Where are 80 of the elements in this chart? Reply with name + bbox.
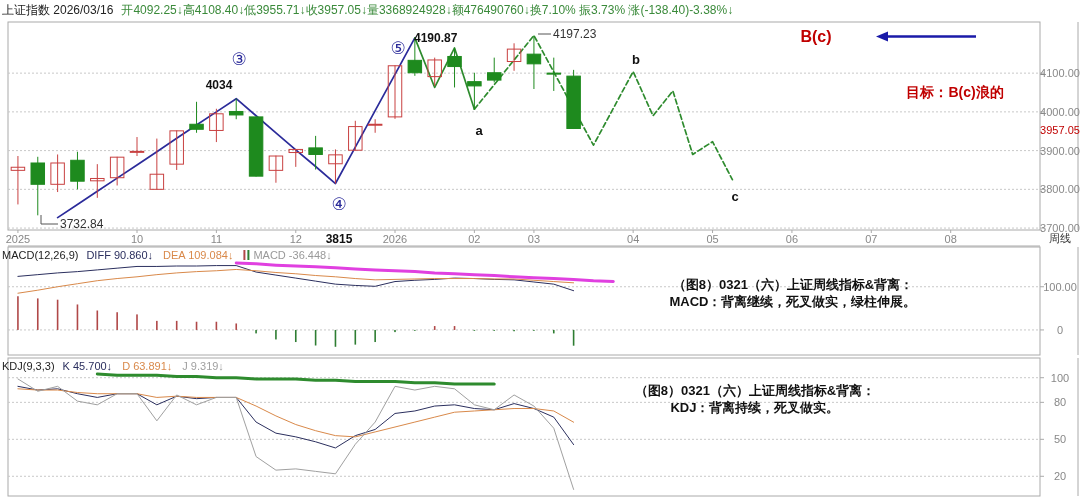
candlestick xyxy=(348,120,363,152)
candlestick xyxy=(149,138,165,190)
annotation: （图8）0321（六）上证周线指标&背离： xyxy=(672,277,914,292)
candlestick xyxy=(109,156,125,186)
candlestick xyxy=(129,136,145,157)
legend-label: MACD -36.448↓ xyxy=(253,249,332,261)
candlestick xyxy=(427,57,442,87)
x-tick-label: 02 xyxy=(468,233,481,245)
x-tick-label: 2025 xyxy=(5,233,31,245)
annotation: KDJ：背离持续，死叉做实。 xyxy=(670,400,840,415)
text: J 9.319↓ xyxy=(182,360,224,372)
candlestick xyxy=(30,156,46,216)
annotation: 4034 xyxy=(205,78,233,92)
y-tick-label: 3900.00 xyxy=(1040,144,1080,157)
annotation: MACD：背离继续，死叉做实，绿柱伸展。 xyxy=(669,294,917,309)
x-tick-label: 07 xyxy=(865,233,878,245)
line-series xyxy=(234,261,615,284)
series-label: DEA 109.084↓ xyxy=(163,249,234,261)
line-series xyxy=(17,378,575,490)
annotation: （图8）0321（六）上证周线指标&背离： xyxy=(634,383,876,398)
y-tick-label: 20 xyxy=(1053,470,1067,483)
y-tick-label: 0 xyxy=(1056,323,1064,336)
series-label: K 45.700↓ xyxy=(62,360,113,372)
chart-title: 上证指数 2026/03/16 xyxy=(2,3,114,17)
x-tick-label: 08 xyxy=(944,233,957,245)
series-label: D 63.891↓ xyxy=(122,360,173,372)
y-tick-label: 100 xyxy=(1050,371,1070,384)
x-tick-label: 2026 xyxy=(382,233,408,245)
text: 周线 xyxy=(1049,232,1071,244)
candlestick xyxy=(486,57,502,83)
candlestick xyxy=(169,129,184,171)
candlestick xyxy=(328,148,343,185)
annotation: 目标：B(c)浪的 xyxy=(906,84,1004,100)
candlestick xyxy=(447,47,462,88)
candlestick xyxy=(10,155,26,205)
candlestick xyxy=(209,108,224,143)
x-tick-label: 05 xyxy=(706,233,719,245)
candlestick xyxy=(308,135,323,171)
y-tick-label: 4000.00 xyxy=(1040,105,1080,118)
candlestick xyxy=(467,72,482,110)
x-tick-label: 11 xyxy=(210,233,223,245)
annotation: ⑤ xyxy=(390,39,406,58)
chart-title: KDJ(9,3,3) xyxy=(2,360,55,372)
x-tick-label: 06 xyxy=(785,233,799,245)
line-series xyxy=(95,372,496,386)
candlestick xyxy=(268,155,284,184)
candlestick xyxy=(387,64,403,120)
x-tick-label: 12 xyxy=(289,233,302,245)
x-tick-label: 03 xyxy=(527,233,541,245)
candlestick xyxy=(90,163,105,199)
annotation: a xyxy=(475,123,484,138)
line-series xyxy=(56,37,416,219)
series-label: DIFF 90.860↓ xyxy=(86,249,154,261)
y-tick-label: 50 xyxy=(1053,433,1067,446)
y-tick-label: 80 xyxy=(1053,396,1067,409)
text: 3815 xyxy=(325,232,353,246)
annotation: ④ xyxy=(331,195,347,214)
annotation: c xyxy=(731,189,739,204)
x-tick-label: 10 xyxy=(130,233,144,245)
annotation: 3732.84 xyxy=(60,217,104,231)
candlestick xyxy=(546,57,562,92)
candlestick xyxy=(506,42,522,72)
y-tick-label: 100.00 xyxy=(1043,280,1077,293)
candlestick xyxy=(70,151,85,190)
y-tick-label: 4100.00 xyxy=(1040,67,1080,80)
text: 3957.05 xyxy=(1040,124,1080,136)
candlestick xyxy=(50,153,65,193)
y-tick-label: 3800.00 xyxy=(1040,183,1080,196)
candlestick xyxy=(526,34,542,90)
annotation: 4197.23 xyxy=(553,27,597,41)
annotation: B(c) xyxy=(800,28,832,45)
line-series xyxy=(17,388,575,438)
chart-subtitle: 开4092.25↓高4108.40↓低3955.71↓收3957.05↓量3368924928↓额476490760↓换7.10% 振3.73% 涨(-138.40)-3.38%↓ xyxy=(121,3,734,17)
x-tick-label: 04 xyxy=(627,233,640,245)
candlestick xyxy=(228,98,244,120)
candlestick xyxy=(189,101,204,134)
chart-title: MACD(12,26,9) xyxy=(2,249,79,261)
annotation: 4190.87 xyxy=(414,31,458,45)
annotation: b xyxy=(632,52,641,67)
annotation: ③ xyxy=(231,50,247,69)
